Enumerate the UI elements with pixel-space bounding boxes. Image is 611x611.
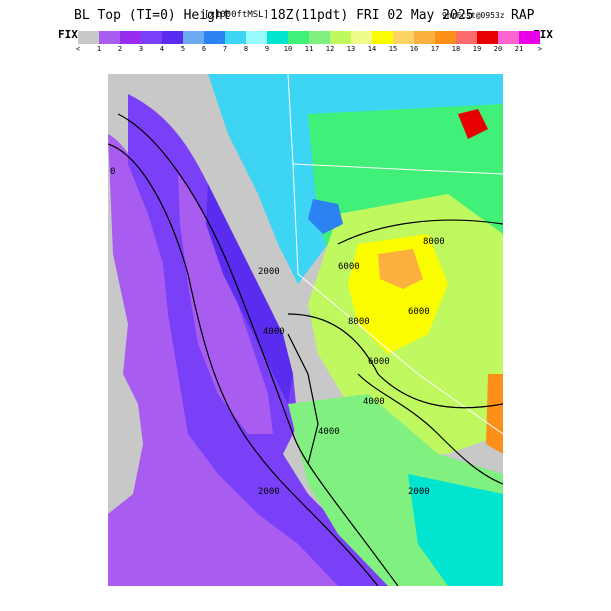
color-tick-label: 1 [96,45,102,53]
color-swatch [78,31,99,44]
color-tick-label: 10 [283,45,293,53]
contour-label: 2000 [258,487,280,497]
color-tick-label: 7 [222,45,228,53]
color-swatch [414,31,435,44]
color-swatch [519,31,540,44]
color-tick-label: 2 [117,45,123,53]
contour-label: 8000 [423,237,445,247]
color-legend-bar [78,31,540,44]
coastal-blue-strip [206,184,293,404]
contour-line [337,219,503,245]
title-units: [x1000ftMSL] [204,10,270,20]
contour-label: 6000 [408,307,430,317]
color-swatch [351,31,372,44]
color-swatch [456,31,477,44]
map-title: BL Top (TI=0) Height [x1000ftMSL] 18Z(11… [0,8,611,24]
contour-label: 4000 [263,327,285,337]
color-swatch [225,31,246,44]
color-swatch [393,31,414,44]
color-tick-label: 12 [325,45,335,53]
color-tick-label: 9 [264,45,270,53]
contour-label: 4000 [318,427,340,437]
color-swatch [141,31,162,44]
color-tick-label: 5 [180,45,186,53]
contour-label: 6000 [338,262,360,272]
color-tick-label: 13 [346,45,356,53]
state-border [287,74,503,435]
contour-lines [108,113,503,586]
contour-line [108,143,379,586]
south-cyan-field [408,474,503,586]
color-tick-label: 15 [388,45,398,53]
title-main: BL Top (TI=0) Height [74,8,231,23]
color-swatch [183,31,204,44]
contour-label: 8000 [348,317,370,327]
color-tick-label: 11 [304,45,314,53]
inland-orange-field [378,249,423,289]
color-swatch [246,31,267,44]
color-swatch [162,31,183,44]
southeast-orange-field [486,374,503,454]
weather-map: 0 2000 4000 6000 8000 8000 6000 4000 2000 2000 400… [108,74,503,586]
east-red-patch [458,109,488,139]
color-swatch [330,31,351,44]
title-model: RAP [511,8,535,23]
contour-label: 6000 [368,357,390,367]
color-swatch [99,31,120,44]
color-swatch [288,31,309,44]
fix-label-left: FIX [58,28,78,41]
contour-labels: 0 2000 4000 6000 8000 8000 6000 4000 2000 2000 400… [110,167,445,497]
color-tick-label: 4 [159,45,165,53]
contour-line [357,373,503,485]
title-time: 18Z(11pdt) FRI 02 May 2025 [270,8,474,23]
contour-line [287,333,319,465]
map-canvas: 0 2000 4000 6000 8000 8000 6000 4000 2000 2000 400… [108,74,503,586]
color-swatch [204,31,225,44]
color-tick-label: 16 [409,45,419,53]
north-blue-patch [308,199,343,234]
contour-label: 4000 [363,397,385,407]
color-tick-label: 20 [493,45,503,53]
color-tick-label: < [75,45,81,53]
contour-label: 0 [110,167,115,177]
color-swatch [309,31,330,44]
color-swatch [477,31,498,44]
color-swatch [498,31,519,44]
color-tick-label: 19 [472,45,482,53]
inland-yellow-field [348,234,448,354]
contour-label: 2000 [258,267,280,277]
color-tick-label: 3 [138,45,144,53]
color-tick-label: 6 [201,45,207,53]
contour-line [287,313,503,409]
color-tick-label: 21 [514,45,524,53]
contour-label: 2000 [408,487,430,497]
color-tick-label: 17 [430,45,440,53]
violet-inner-field [178,174,273,434]
color-tick-label: > [537,45,543,53]
color-tick-label: 18 [451,45,461,53]
color-swatch [267,31,288,44]
color-tick-label: 8 [243,45,249,53]
title-forecast: 9hrFcst@0953z [442,11,505,20]
coastal-purple-field [108,134,358,586]
color-swatch [435,31,456,44]
color-swatch [120,31,141,44]
color-swatch [372,31,393,44]
contour-line [117,113,399,586]
color-legend-ticks: <1 2 3 4 5 6 7 8 9 10 11 12 13 14 15 16 17 18 19 20 21 > [66,45,546,57]
color-tick-label: 14 [367,45,377,53]
